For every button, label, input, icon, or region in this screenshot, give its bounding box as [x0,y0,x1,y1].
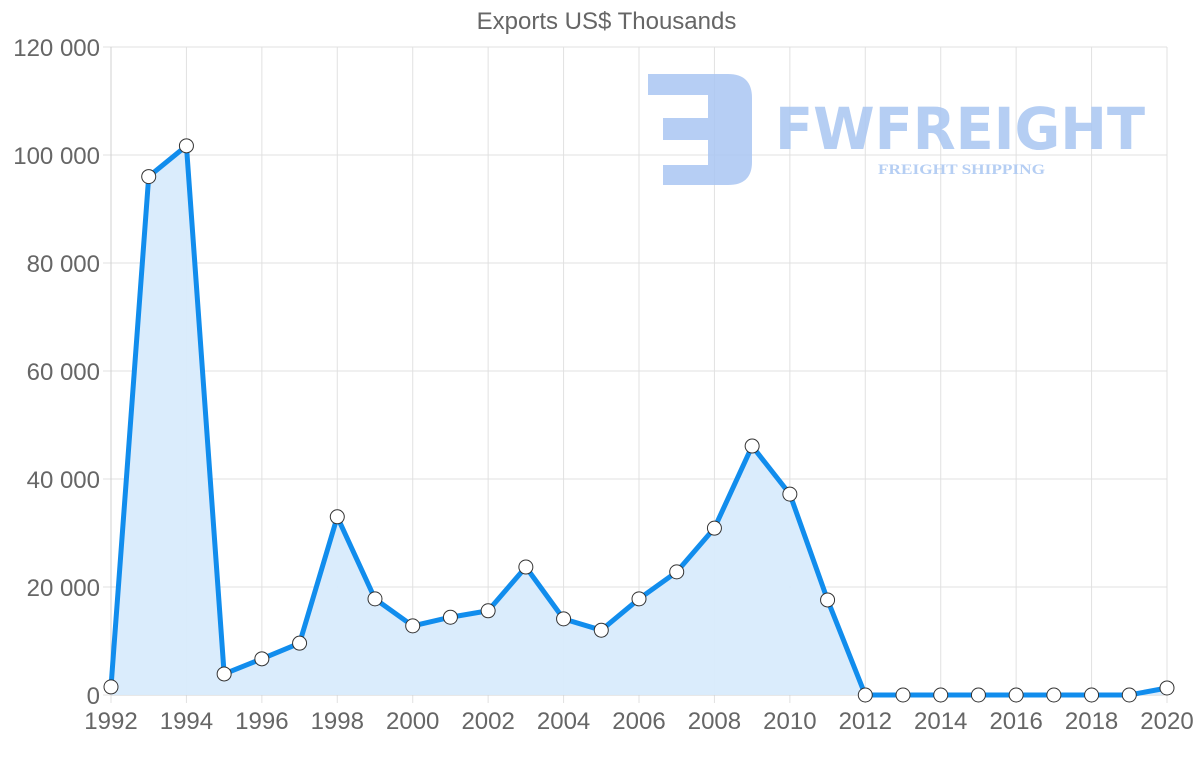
data-point [254,651,270,667]
data-point [292,635,308,651]
y-axis-labels: 0 20 000 40 000 60 000 80 000 100 000 120 000 [13,35,100,710]
x-tick-label: 1996 [235,708,288,735]
x-tick-label: 2014 [914,708,967,735]
data-point [1159,680,1175,696]
x-tick-label: 2000 [386,708,439,735]
x-tick-label: 1998 [311,708,364,735]
data-point [593,622,609,638]
y-tick-label: 60 000 [27,359,100,386]
data-point [631,591,647,607]
x-tick-label: 2006 [612,708,665,735]
data-point [1046,687,1062,703]
data-point [782,486,798,502]
watermark-tagline: FREIGHT SHIPPING [878,162,1045,178]
data-point [556,611,572,627]
chart-title: Exports US$ Thousands [476,8,737,35]
watermark-logo-icon [648,74,752,185]
data-points [103,138,1175,703]
data-point [820,592,836,608]
data-point [141,169,157,185]
data-point [480,603,496,619]
x-tick-label: 1992 [84,708,137,735]
y-tick-label: 120 000 [13,35,100,62]
x-tick-label: 2012 [839,708,892,735]
data-point [367,591,383,607]
y-tick-label: 100 000 [13,143,100,170]
data-point [518,559,534,575]
data-point [744,438,760,454]
data-point [216,666,232,682]
data-point [970,687,986,703]
x-tick-label: 2008 [688,708,741,735]
watermark-brand: FWFREIGHT [775,95,1145,163]
x-axis-labels: 1992 1994 1996 1998 2000 2002 2004 2006 2008 2010… [84,708,1193,735]
x-tick-label: 2002 [461,708,514,735]
x-tick-label: 1994 [160,708,213,735]
data-point [895,687,911,703]
data-point [706,520,722,536]
data-point [442,609,458,625]
area-fill [111,145,1167,695]
data-point [405,618,421,634]
x-tick-label: 2010 [763,708,816,735]
data-point [103,679,119,695]
data-point [178,138,194,154]
data-point [669,564,685,580]
fwfreight-watermark: FWFREIGHT FREIGHT SHIPPING [648,74,1145,185]
data-point [1008,687,1024,703]
y-tick-label: 0 [87,683,100,710]
x-tick-label: 2016 [989,708,1042,735]
data-point [1084,687,1100,703]
data-point [857,687,873,703]
data-point [1121,687,1137,703]
x-tick-label: 2020 [1140,708,1193,735]
x-tick-label: 2004 [537,708,590,735]
y-tick-label: 40 000 [27,467,100,494]
y-tick-label: 20 000 [27,575,100,602]
x-tick-label: 2018 [1065,708,1118,735]
y-tick-label: 80 000 [27,251,100,278]
data-point [329,509,345,525]
data-point [933,687,949,703]
